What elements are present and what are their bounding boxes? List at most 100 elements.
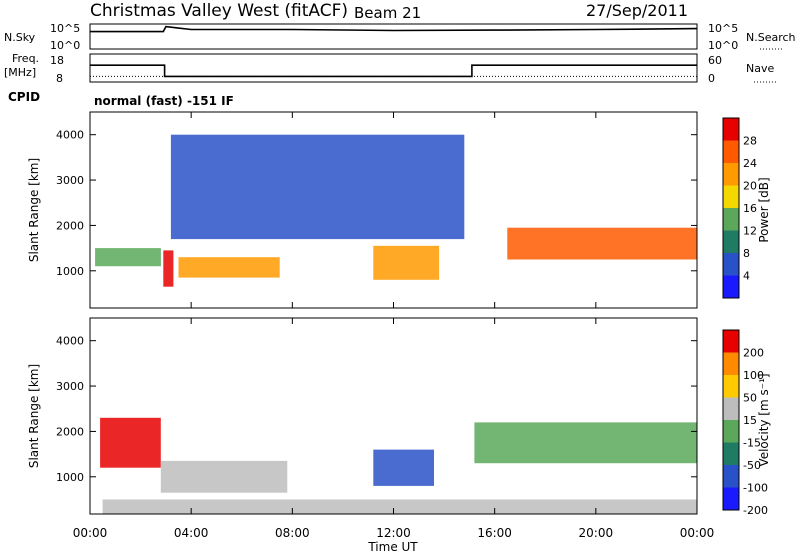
velocity-cbar-swatch — [723, 375, 739, 398]
power-cbar-swatch — [723, 118, 739, 141]
heat-cell-2 — [178, 257, 280, 278]
velocity-cbar-tick-label: -15 — [743, 437, 761, 450]
heat-cell-1 — [163, 250, 174, 287]
velocity-cbar-swatch — [723, 487, 739, 510]
power-axes: 1000 2000 3000 4000 — [56, 112, 698, 308]
cpid-label: CPID — [8, 90, 40, 104]
power-colorbar-label: Power [dB] — [757, 177, 771, 242]
velocity-cbar-tick-label: -200 — [743, 504, 768, 517]
velocity-cbar-tick-label: 15 — [743, 414, 757, 427]
x-tick-label: 08:00 — [275, 526, 310, 540]
x-tick-label: 20:00 — [579, 526, 614, 540]
power-colorbar: 28 24 20 16 12 8 4 — [722, 117, 757, 299]
velocity-panel: 1000 2000 3000 4000 Slant Range [km] — [27, 317, 698, 515]
nsearch-label: N.Search — [746, 31, 796, 44]
heat-cell-4 — [507, 227, 697, 260]
velocity-cbar-tick-label: 200 — [743, 347, 764, 360]
power-cbar-swatch — [723, 140, 739, 163]
power-cbar-frame — [722, 117, 740, 299]
x-tick-label: 00:00 — [73, 526, 108, 540]
power-cbar-tick-label: 28 — [743, 135, 757, 148]
velocity-cbar-swatch — [723, 465, 739, 488]
velocity-cbar-tick-label: 50 — [743, 392, 757, 405]
heat-cell-0 — [100, 417, 161, 468]
y-tick-label: 3000 — [56, 174, 84, 187]
heat-cell-2 — [373, 449, 434, 486]
nsky-tick-bottom: 10^0 — [50, 39, 80, 52]
station-title: Christmas Valley West (fitACF) — [90, 1, 348, 21]
x-tick-label: 04:00 — [174, 526, 209, 540]
power-cbar-swatch — [723, 185, 739, 208]
power-cbar-swatch — [723, 163, 739, 186]
heat-cell-1 — [160, 460, 288, 493]
y-tick-label: 3000 — [56, 380, 84, 393]
velocity-cbar-swatch — [723, 420, 739, 443]
velocity-y-axis-label: Slant Range [km] — [27, 364, 41, 468]
nave-tick-bottom: 0 — [708, 72, 715, 85]
velocity-heatmap — [100, 417, 698, 514]
freq-lines — [90, 64, 697, 78]
freq-series-line-0 — [90, 64, 697, 78]
power-panel: 1000 2000 3000 4000 Slant Range [km] — [27, 111, 698, 309]
nave-label: Nave — [746, 62, 774, 75]
x-axis-label: Time UT — [367, 540, 418, 554]
velocity-cbar-swatch — [723, 352, 739, 375]
nsky-tick-top: 10^5 — [50, 22, 80, 35]
velocity-cbar-swatch — [723, 442, 739, 465]
heat-cell-0 — [95, 248, 161, 267]
power-cbar-tick-label: 4 — [743, 270, 750, 283]
velocity-cbar-swatch — [723, 397, 739, 420]
freq-tick-top: 18 — [50, 54, 64, 67]
x-tick-label: 12:00 — [376, 526, 411, 540]
freq-panel: Freq. [MHz] 18 8 60 0 Nave — [4, 52, 776, 85]
date-label: 27/Sep/2011 — [586, 1, 688, 20]
velocity-axes: 1000 2000 3000 4000 — [56, 318, 698, 514]
freq-frame — [89, 53, 698, 83]
freq-label-1: Freq. — [12, 52, 39, 65]
power-cbar-tick-label: 8 — [743, 247, 750, 260]
power-heatmap — [95, 134, 697, 287]
power-cbar-swatch — [723, 230, 739, 253]
velocity-cbar-swatch — [723, 330, 739, 353]
power-y-axis-label: Slant Range [km] — [27, 158, 41, 262]
beam-label: Beam 21 — [354, 4, 421, 22]
heat-cell-3 — [373, 245, 440, 280]
heat-cell-5 — [170, 134, 465, 240]
heat-cell-3 — [474, 422, 697, 464]
x-tick-label: 16:00 — [477, 526, 512, 540]
nsearch-tick-bottom: 10^0 — [708, 39, 738, 52]
power-cbar-swatch — [723, 253, 739, 276]
power-cbar-tick-label: 20 — [743, 180, 757, 193]
y-tick-label: 4000 — [56, 335, 84, 348]
x-tick-labels: 00:00 04:00 08:00 12:00 16:00 20:00 00:00 — [73, 526, 715, 540]
y-tick-label: 2000 — [56, 425, 84, 438]
cpid-text: normal (fast) -151 IF — [94, 94, 234, 108]
nsky-frame — [89, 23, 698, 50]
velocity-colorbar-label: Velocity [m s⁻¹] — [757, 373, 771, 466]
y-tick-label: 4000 — [56, 129, 84, 142]
nsky-label: N.Sky — [4, 31, 36, 44]
y-tick-label: 2000 — [56, 219, 84, 232]
power-cbar-swatch — [723, 275, 739, 298]
heat-cell-4 — [102, 499, 698, 514]
power-cbar-tick-label: 24 — [743, 157, 757, 170]
velocity-cbar-tick-label: -50 — [743, 459, 761, 472]
power-cbar-tick-label: 12 — [743, 225, 757, 238]
y-tick-label: 1000 — [56, 265, 84, 278]
velocity-cbar-tick-label: -100 — [743, 482, 768, 495]
nsearch-tick-top: 10^5 — [708, 22, 738, 35]
nsky-panel: N.Sky 10^5 10^0 10^5 10^0 N.Search — [4, 22, 796, 52]
power-cbar-tick-label: 16 — [743, 202, 757, 215]
velocity-cbar-tick-label: 100 — [743, 369, 764, 382]
nave-tick-top: 60 — [708, 54, 722, 67]
freq-label-2: [MHz] — [4, 66, 36, 79]
nsky-lines — [90, 25, 698, 33]
velocity-cbar-frame — [722, 329, 740, 511]
y-tick-label: 1000 — [56, 471, 84, 484]
freq-tick-bottom: 8 — [56, 72, 63, 85]
velocity-colorbar: 200 100 50 15 -15 -50 -100 -200 — [722, 329, 768, 517]
nsky-series-line — [90, 25, 698, 33]
power-cbar-swatch — [723, 208, 739, 231]
x-tick-label: 00:00 — [680, 526, 715, 540]
